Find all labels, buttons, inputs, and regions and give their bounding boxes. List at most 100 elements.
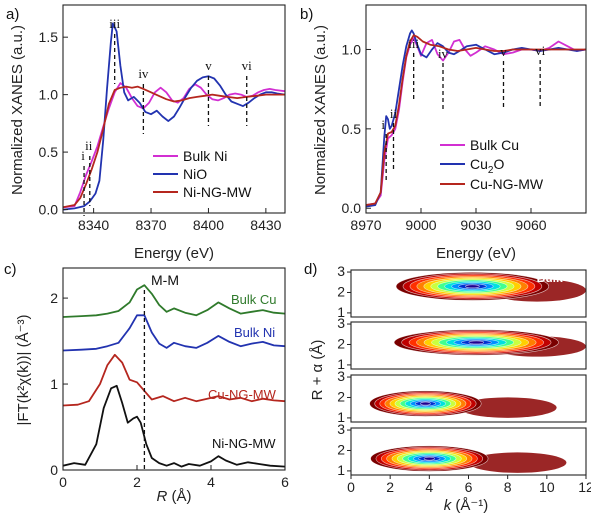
panel-c-ylabel: |FT(k²χ(k))| (Å⁻³)	[15, 314, 32, 425]
y-tick-label: 3	[337, 263, 345, 279]
legend-label-bulk-cu: Bulk Cu	[470, 137, 519, 153]
panel-a-axes: 8340 8370 8400 8430 0.0 0.5 1.0 1.5	[39, 29, 282, 233]
wt-map-label-cu-ng-mw: Cu-NG-MW	[519, 376, 583, 390]
x-tick-label: 2	[386, 479, 394, 495]
y-tick-label: 2	[337, 441, 345, 457]
panel-a: a) Normalized XANES (a.u.) Energy (eV) i…	[6, 4, 286, 262]
y-tick-label: 0.5	[39, 144, 59, 160]
curve-label-bulk-ni: Bulk Ni	[234, 325, 275, 340]
marker-label-v: v	[205, 58, 212, 73]
x-tick-label: 6	[281, 474, 289, 490]
x-tick-label: 8400	[193, 217, 224, 233]
wt-map-label-ni-ng-mw: Ni-NG-MW	[523, 429, 583, 443]
marker-label-iv: iv	[138, 66, 149, 81]
wt-map-cu-ng-mw: Cu-NG-MW	[350, 374, 587, 423]
panel-b-letter: b)	[300, 6, 313, 23]
marker-label-v: v	[500, 44, 507, 59]
x-tick-label: 8370	[135, 217, 166, 233]
x-tick-label: 9000	[405, 217, 436, 233]
panel-c-plot-area	[63, 284, 285, 470]
marker-label-vi: vi	[535, 43, 546, 58]
x-tick-label: 6	[465, 479, 473, 495]
y-tick-label: 1.5	[39, 29, 59, 45]
panel-a-legend: Bulk Ni NiO Ni-NG-MW	[153, 148, 252, 200]
marker-label-ii: ii	[390, 106, 398, 121]
panel-d-xlabel: k (Å⁻¹)	[444, 497, 489, 514]
panel-d-letter: d)	[304, 261, 317, 278]
wt-map-label-bulk-cu: Bulk Cu	[537, 271, 582, 285]
x-tick-label: 8	[504, 479, 512, 495]
peak-label-mm: M-M	[151, 272, 179, 288]
y-tick-label: 1.0	[342, 41, 362, 57]
x-tick-label: 4	[425, 479, 433, 495]
series-line-ni-ng-mw	[63, 384, 285, 468]
legend-label-ni-ng-mw: Ni-NG-MW	[183, 184, 252, 200]
panel-b-ylabel: Normalized XANES (a.u.)	[312, 25, 329, 195]
x-tick-label: 0	[347, 479, 355, 495]
wt-map-bulk-cu: Bulk Cu	[350, 269, 587, 318]
y-tick-label: 1.0	[39, 87, 59, 103]
panel-c-xlabel-var: R	[156, 488, 167, 505]
wt-map-frame	[350, 269, 587, 318]
legend-label-nio: NiO	[183, 166, 207, 182]
panel-a-plot-area	[63, 22, 285, 211]
panel-a-ylabel: Normalized XANES (a.u.)	[9, 25, 26, 195]
wt-map-frame	[350, 321, 587, 370]
x-tick-label: 10	[539, 479, 555, 495]
curve-label-bulk-cu: Bulk Cu	[231, 292, 277, 307]
y-tick-label: 0.0	[342, 200, 362, 216]
legend-label-cu-ng-mw: Cu-NG-MW	[470, 176, 544, 192]
panel-a-xlabel: Energy (eV)	[134, 245, 214, 262]
x-tick-label: 8970	[350, 217, 381, 233]
x-tick-label: 8430	[250, 217, 281, 233]
marker-label-ii: ii	[85, 138, 93, 153]
wt-map-bulk-ni: Bulk Ni	[350, 321, 587, 370]
panel-c-frame	[62, 267, 286, 471]
marker-label-iii: iii	[408, 36, 419, 51]
y-tick-label: 1	[337, 462, 345, 478]
marker-label-iii: iii	[109, 16, 120, 31]
y-tick-label: 3	[337, 368, 345, 384]
series-line-cu-ng-mw	[63, 353, 285, 407]
panel-b-frame	[365, 4, 587, 214]
panel-d-ylabel: R + α (Å)	[309, 340, 326, 401]
series-line-ni-ng-mw	[63, 85, 285, 209]
y-tick-label: 2	[337, 388, 345, 404]
series-line-bulk-ni	[63, 314, 285, 352]
x-tick-label: 4	[207, 474, 215, 490]
y-tick-label: 0.5	[342, 121, 362, 137]
panel-b-legend: Bulk Cu Cu2O Cu-NG-MW	[440, 137, 544, 192]
curve-label-cu-ng-mw: Cu-NG-MW	[208, 387, 277, 402]
wt-map-label-bulk-ni: Bulk Ni	[541, 323, 582, 337]
marker-label-iv: iv	[438, 46, 449, 61]
x-tick-label: 0	[59, 474, 67, 490]
y-tick-label: 0.0	[39, 202, 59, 218]
curve-label-ni-ng-mw: Ni-NG-MW	[212, 436, 276, 451]
wt-map-contour	[420, 401, 431, 406]
panel-c-xlabel-unit: (Å)	[167, 488, 191, 505]
panel-a-letter: a)	[6, 6, 19, 23]
wt-map-contour	[465, 284, 480, 289]
y-tick-label: 1	[337, 409, 345, 425]
wt-map-contour	[468, 340, 485, 345]
panel-d-maps: Bulk Cu Bulk Ni Cu-NG-MW Ni-NG-MW	[350, 269, 587, 476]
y-tick-label: 2	[50, 290, 58, 306]
panel-b-plot-area	[366, 29, 586, 208]
legend-label-bulk-ni: Bulk Ni	[183, 148, 227, 164]
y-tick-label: 0	[50, 462, 58, 478]
x-tick-label: 8340	[78, 217, 109, 233]
wt-map-contour	[423, 456, 435, 461]
series-line-nio	[63, 22, 285, 211]
marker-label-i: i	[381, 117, 385, 132]
panel-d-xlabel-unit: (Å⁻¹)	[451, 497, 488, 514]
panel-b-axes: 8970 9000 9030 9060 0.0 0.5 1.0	[342, 41, 547, 233]
x-tick-label: 2	[133, 474, 141, 490]
y-tick-label: 3	[337, 421, 345, 437]
marker-label-vi: vi	[242, 58, 253, 73]
y-tick-label: 2	[337, 283, 345, 299]
wt-map-ni-ng-mw: Ni-NG-MW	[350, 427, 587, 476]
